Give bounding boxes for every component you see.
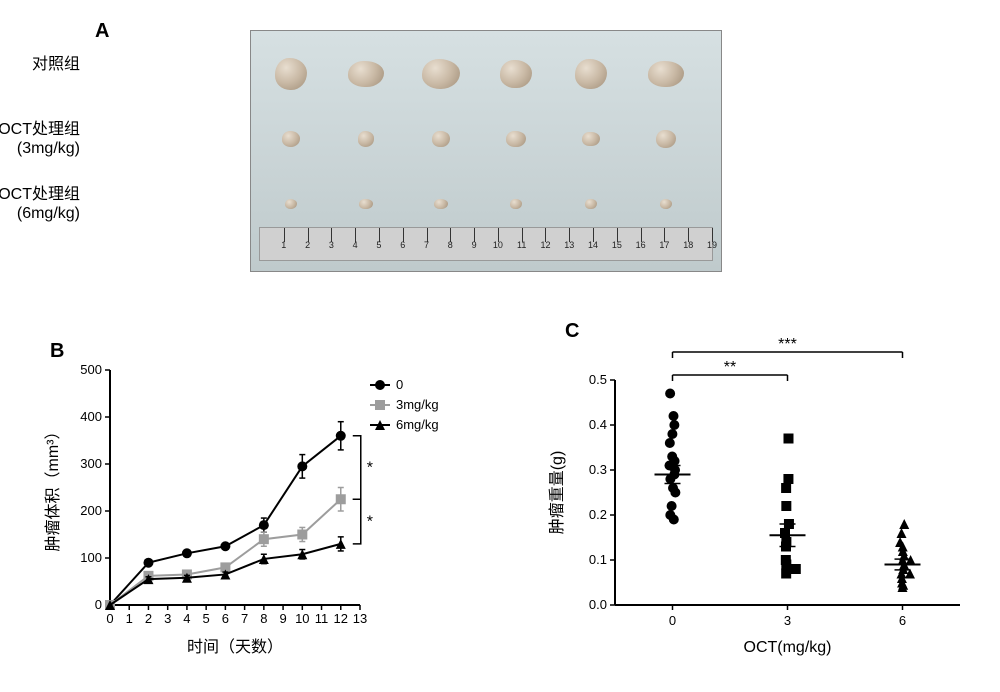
svg-text:**: ** [724,359,736,376]
tumor-sample [275,58,307,90]
panel-a-row-label: 对照组 [0,55,80,74]
panel-c: C 0.00.10.20.30.40.5036肿瘤重量(g)OCT(mg/kg)… [540,320,980,660]
svg-text:***: *** [778,336,797,353]
panel-a-row-label: OCT处理组(6mg/kg) [0,185,80,223]
tumor-sample [285,199,298,210]
svg-text:0.1: 0.1 [589,552,607,567]
tumor-sample [510,199,521,209]
tumor-sample [358,131,375,146]
svg-text:4: 4 [183,611,190,626]
svg-text:8: 8 [260,611,267,626]
svg-text:12: 12 [334,611,348,626]
svg-text:2: 2 [145,611,152,626]
panel-a-label: A [95,20,109,43]
panel-a-photo: 12345678910111213141516171819 [250,30,722,272]
svg-text:3mg/kg: 3mg/kg [396,397,439,412]
tumor-sample [582,132,599,147]
svg-text:0.4: 0.4 [589,417,607,432]
svg-text:5: 5 [203,611,210,626]
svg-text:1: 1 [126,611,133,626]
svg-text:0.5: 0.5 [589,372,607,387]
svg-text:6: 6 [899,613,906,628]
tumor-sample [422,59,460,88]
svg-text:11: 11 [315,611,329,626]
svg-text:OCT(mg/kg): OCT(mg/kg) [744,639,832,656]
svg-text:3: 3 [164,611,171,626]
tumor-sample [575,59,608,90]
svg-text:0.0: 0.0 [589,597,607,612]
tumor-sample [585,199,596,210]
svg-text:400: 400 [80,409,102,424]
svg-text:时间（天数）: 时间（天数） [187,638,283,656]
svg-text:0: 0 [396,377,403,392]
svg-text:肿瘤重量(g): 肿瘤重量(g) [548,451,566,535]
svg-text:肿瘤体积（mm³）: 肿瘤体积（mm³） [44,424,62,552]
svg-text:3: 3 [784,613,791,628]
panel-a: A 12345678910111213141516171819 对照组OCT处理… [20,20,820,300]
tumor-sample [648,61,683,87]
ruler: 12345678910111213141516171819 [259,227,713,261]
panel-c-chart: 0.0 0.1 0.2 0.3 0.4 0.5 0 3 6 肿瘤重量(g) OCT(mg/kg) **… [540,320,980,660]
svg-text:9: 9 [279,611,286,626]
figure: A 12345678910111213141516171819 对照组OCT处理… [20,20,980,672]
svg-text:500: 500 [80,362,102,377]
tumor-sample [348,61,384,87]
svg-text:300: 300 [80,456,102,471]
panel-a-row-label: OCT处理组(3mg/kg) [0,120,80,158]
tumor-sample [506,131,526,148]
tumor-sample [359,199,372,209]
tumor-sample [434,199,447,209]
svg-text:0: 0 [95,597,102,612]
svg-text:0.2: 0.2 [589,507,607,522]
svg-text:0: 0 [669,613,676,628]
tumor-sample [660,199,672,209]
svg-text:0: 0 [106,611,113,626]
svg-text:*: * [367,514,373,531]
svg-text:*: * [367,460,373,477]
svg-text:6: 6 [222,611,229,626]
tumor-sample [282,131,300,147]
tumor-sample [500,60,532,89]
tumor-sample [432,131,449,148]
svg-text:13: 13 [353,611,367,626]
svg-text:100: 100 [80,550,102,565]
svg-text:0.3: 0.3 [589,462,607,477]
tumor-sample [656,130,675,148]
svg-text:7: 7 [241,611,248,626]
svg-text:10: 10 [295,611,309,626]
panel-b-chart: 0100200300400500012345678910111213肿瘤体积（m… [40,340,490,660]
svg-text:6mg/kg: 6mg/kg [396,417,439,432]
panel-b: B 0100200300400500012345678910111213肿瘤体积… [40,340,490,660]
svg-text:200: 200 [80,503,102,518]
